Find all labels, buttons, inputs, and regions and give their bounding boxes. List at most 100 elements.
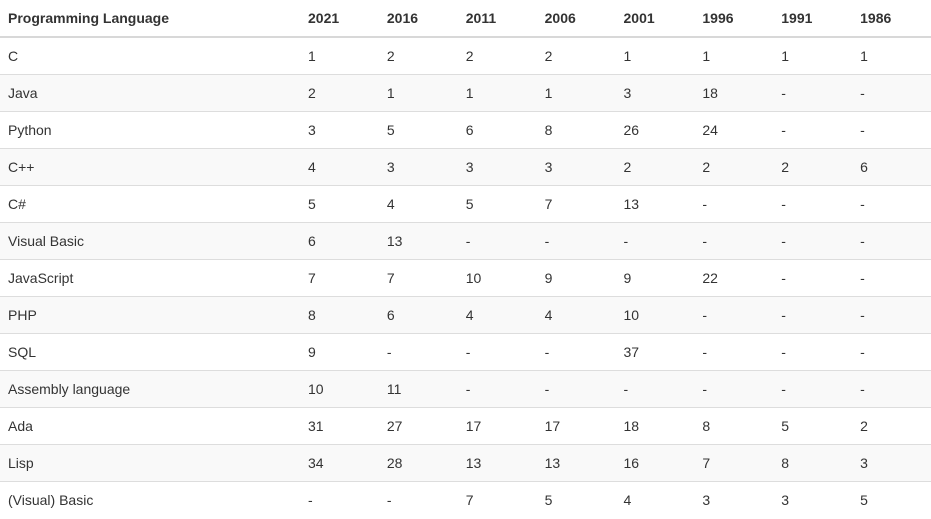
rank-cell: - [852, 222, 931, 260]
rank-cell: 26 [615, 111, 695, 149]
rank-cell: - [694, 185, 774, 223]
rank-cell: 5 [300, 185, 379, 223]
rank-cell: 2 [457, 36, 537, 75]
rank-cell: 10 [615, 296, 695, 334]
table-row: Lisp 34 28 13 13 16 7 8 3 [0, 444, 931, 482]
rank-cell: 6 [852, 148, 931, 186]
rank-cell: 9 [300, 333, 379, 371]
table-header-row: Programming Language 2021 2016 2011 2006 2001… [0, 0, 931, 38]
table-row: C++ 4 3 3 3 2 2 2 6 [0, 148, 931, 186]
rank-cell: 4 [378, 185, 458, 223]
rank-cell: 1 [300, 36, 379, 75]
column-header-year: 2016 [378, 0, 458, 38]
rank-cell: - [694, 296, 774, 334]
rank-cell: - [694, 333, 774, 371]
table-row: SQL 9- - -37- - - [0, 333, 931, 371]
table-row: Python 3 5 6 8 26 24- - [0, 111, 931, 149]
rank-cell: - [457, 333, 537, 371]
rank-cell: 11 [378, 370, 458, 408]
rank-cell: 8 [536, 111, 616, 149]
rank-cell: - [852, 74, 931, 112]
table-row: C# 5 4 5 7 13- - - [0, 185, 931, 223]
rank-cell: 13 [536, 444, 616, 482]
rank-cell: - [615, 370, 695, 408]
rank-cell: - [773, 370, 853, 408]
table-row: PHP 8 6 4 4 10- - - [0, 296, 931, 334]
rank-cell: 8 [773, 444, 853, 482]
rank-cell: 6 [300, 222, 379, 260]
rank-cell: 13 [378, 222, 458, 260]
rank-cell: 2 [852, 407, 931, 445]
rank-cell: 8 [694, 407, 774, 445]
rank-cell: 3 [694, 481, 774, 518]
rank-cell: - [773, 74, 853, 112]
language-name-cell: Ada [0, 407, 300, 445]
table-row: Ada 31 27 17 17 18 8 5 2 [0, 407, 931, 445]
rank-cell: 3 [378, 148, 458, 186]
rank-cell: 7 [378, 259, 458, 297]
rank-cell: 22 [694, 259, 774, 297]
rank-cell: 7 [694, 444, 774, 482]
rank-cell: 1 [457, 74, 537, 112]
rank-cell: - [378, 333, 458, 371]
language-name-cell: Java [0, 74, 300, 112]
rank-cell: - [773, 296, 853, 334]
rank-cell: 9 [615, 259, 695, 297]
column-header-language: Programming Language [0, 0, 300, 38]
rank-cell: 27 [378, 407, 458, 445]
column-header-year: 1996 [694, 0, 774, 38]
table-row: JavaScript 7 7 10 9 9 22- - [0, 259, 931, 297]
rank-cell: 5 [378, 111, 458, 149]
rank-cell: 3 [852, 444, 931, 482]
language-name-cell: Assembly language [0, 370, 300, 408]
rank-cell: 1 [773, 36, 853, 75]
rank-cell: 3 [300, 111, 379, 149]
rank-cell: 2 [536, 36, 616, 75]
language-name-cell: Visual Basic [0, 222, 300, 260]
rank-cell: 5 [852, 481, 931, 518]
rank-cell: 8 [300, 296, 379, 334]
rank-cell: 2 [773, 148, 853, 186]
rank-cell: - [457, 222, 537, 260]
rank-cell: - [852, 333, 931, 371]
rank-cell: 7 [457, 481, 537, 518]
rank-cell: - [773, 222, 853, 260]
language-name-cell: C++ [0, 148, 300, 186]
rank-cell: - [852, 296, 931, 334]
column-header-year: 1986 [852, 0, 931, 38]
column-header-year: 2021 [300, 0, 379, 38]
column-header-year: 2006 [536, 0, 616, 38]
rank-cell: - [852, 111, 931, 149]
rank-cell: - [536, 333, 616, 371]
language-name-cell: JavaScript [0, 259, 300, 297]
table-row: Visual Basic 6 13- - - - - - [0, 222, 931, 260]
rank-cell: 3 [457, 148, 537, 186]
rank-cell: 1 [536, 74, 616, 112]
rank-cell: - [773, 333, 853, 371]
rank-cell: - [378, 481, 458, 518]
rank-cell: 5 [536, 481, 616, 518]
rank-cell: 13 [615, 185, 695, 223]
language-name-cell: Lisp [0, 444, 300, 482]
language-name-cell: (Visual) Basic [0, 481, 300, 518]
rank-cell: 4 [457, 296, 537, 334]
rank-cell: - [300, 481, 379, 518]
rank-cell: 1 [852, 36, 931, 75]
rank-cell: 1 [378, 74, 458, 112]
language-name-cell: C# [0, 185, 300, 223]
rank-cell: 1 [615, 36, 695, 75]
rank-cell: - [457, 370, 537, 408]
table-row: (Visual) Basic - -7 5 4 3 3 5 [0, 481, 931, 518]
table-row: Assembly language 10 11- - - - - - [0, 370, 931, 408]
rank-cell: 28 [378, 444, 458, 482]
rank-cell: 13 [457, 444, 537, 482]
rank-cell: 3 [615, 74, 695, 112]
rank-cell: 34 [300, 444, 379, 482]
rank-cell: 6 [378, 296, 458, 334]
rank-cell: 16 [615, 444, 695, 482]
table-row: Java 2 1 1 1 3 18- - [0, 74, 931, 112]
rank-cell: 7 [300, 259, 379, 297]
rank-cell: 6 [457, 111, 537, 149]
